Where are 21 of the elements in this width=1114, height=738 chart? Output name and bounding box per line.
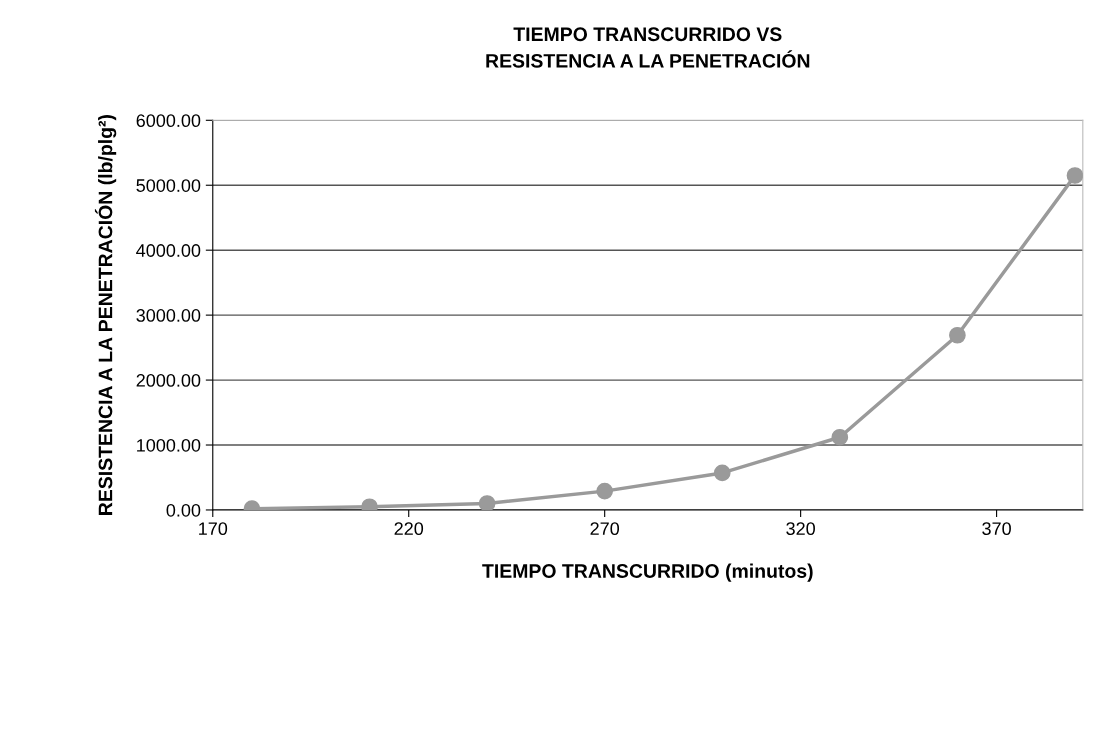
y-tick-label: 2000.00	[136, 374, 201, 387]
point	[596, 482, 614, 500]
point	[713, 464, 731, 482]
chart-title: TIEMPO TRANSCURRIDO VS RESISTENCIA A LA PENETRACIÓN	[486, 27, 810, 68]
point	[831, 428, 849, 446]
y-tick-label: 6000.00	[136, 114, 201, 128]
x-tick-label: 320	[786, 522, 815, 536]
point	[949, 326, 966, 344]
x-tick-label: 220	[394, 522, 424, 536]
x-tick-label: 370	[982, 522, 1011, 536]
y-tick-label: 3000.00	[136, 309, 201, 322]
y-tick-label: 4000.00	[136, 244, 201, 257]
y-tick-label: 0.00	[166, 503, 201, 517]
y-tick-label: 1000.00	[137, 438, 201, 452]
x-tick-label: 270	[590, 522, 620, 536]
x-tick-label: 170	[199, 522, 228, 536]
y-axis-title: RESISTENCIA A LA PENETRACIÓN (lb/plg²)	[94, 115, 117, 515]
point	[478, 495, 496, 510]
x-axis-title: TIEMPO TRANSCURRIDO (minutos)	[482, 563, 813, 582]
y-tick-label: 5000.00	[136, 179, 201, 192]
point	[1066, 167, 1083, 184]
